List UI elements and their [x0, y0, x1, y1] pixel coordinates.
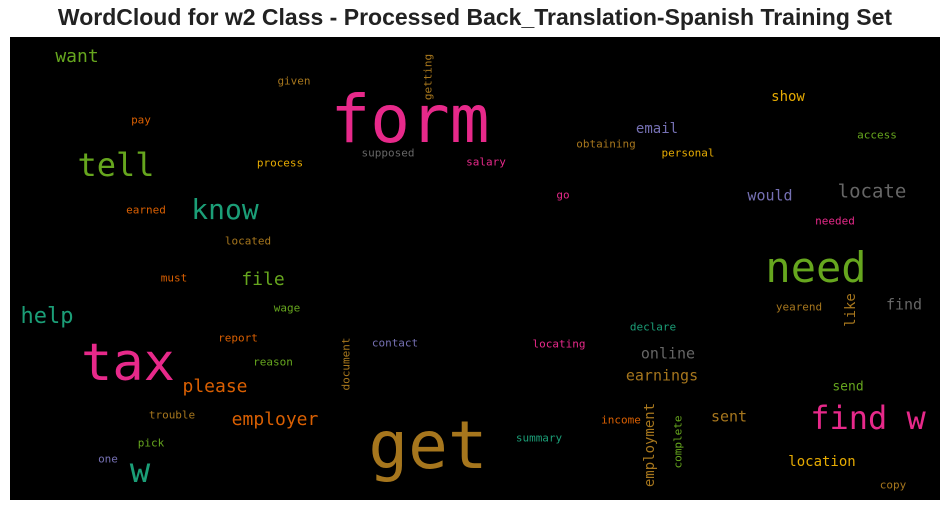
word-reason: reason — [253, 355, 293, 369]
word-declare: declare — [629, 320, 677, 334]
chart-title: WordCloud for w2 Class - Processed Back_… — [57, 4, 893, 30]
word-find-w: find w — [810, 399, 926, 437]
word-must: must — [160, 271, 188, 285]
word-given: given — [277, 74, 311, 88]
word-personal: personal — [661, 146, 715, 160]
word-salary: salary — [466, 155, 506, 169]
word-email: email — [635, 121, 679, 137]
word-employment: employment — [642, 402, 658, 488]
word-located: located — [224, 234, 272, 248]
word-employer: employer — [231, 409, 319, 430]
word-complete: complete — [671, 415, 685, 469]
word-wage: wage — [273, 301, 301, 315]
word-copy: copy — [879, 478, 907, 492]
word-location: location — [788, 454, 856, 470]
word-send: send — [832, 379, 864, 395]
word-tax: tax — [81, 333, 175, 393]
word-access: access — [857, 128, 897, 142]
word-contact: contact — [371, 336, 419, 350]
word-supposed: supposed — [361, 146, 415, 160]
word-yearend: yearend — [775, 300, 823, 314]
wordcloud-canvas: form get tax need find w w tell know help locate p… — [10, 37, 940, 500]
word-earned: earned — [126, 203, 166, 217]
word-one: one — [98, 452, 118, 466]
word-obtaining: obtaining — [576, 137, 636, 151]
word-please: please — [182, 376, 248, 397]
word-find: find — [885, 295, 923, 314]
word-summary: summary — [515, 431, 563, 445]
word-locate: locate — [837, 180, 907, 203]
word-get: get — [368, 407, 488, 484]
word-help: help — [20, 304, 74, 329]
word-tell: tell — [77, 146, 155, 184]
word-go: go — [556, 188, 570, 202]
word-sent: sent — [710, 407, 748, 426]
word-form: form — [330, 81, 490, 158]
word-needed: needed — [815, 214, 855, 228]
word-income: income — [601, 413, 641, 427]
word-w: w — [129, 451, 151, 491]
word-process: process — [256, 156, 304, 170]
word-pay: pay — [131, 113, 151, 127]
word-would: would — [747, 186, 793, 205]
word-getting: getting — [421, 53, 435, 101]
word-report: report — [218, 331, 258, 345]
word-earnings: earnings — [625, 366, 699, 385]
word-document: document — [339, 337, 353, 391]
word-file: file — [241, 269, 285, 290]
word-know: know — [191, 193, 259, 226]
word-trouble: trouble — [148, 408, 196, 422]
word-want: want — [55, 46, 99, 67]
word-like: like — [843, 293, 859, 327]
word-locating: locating — [532, 337, 586, 351]
word-need: need — [765, 243, 867, 292]
word-online: online — [640, 344, 696, 363]
word-show: show — [771, 89, 805, 105]
word-pick: pick — [137, 436, 165, 450]
